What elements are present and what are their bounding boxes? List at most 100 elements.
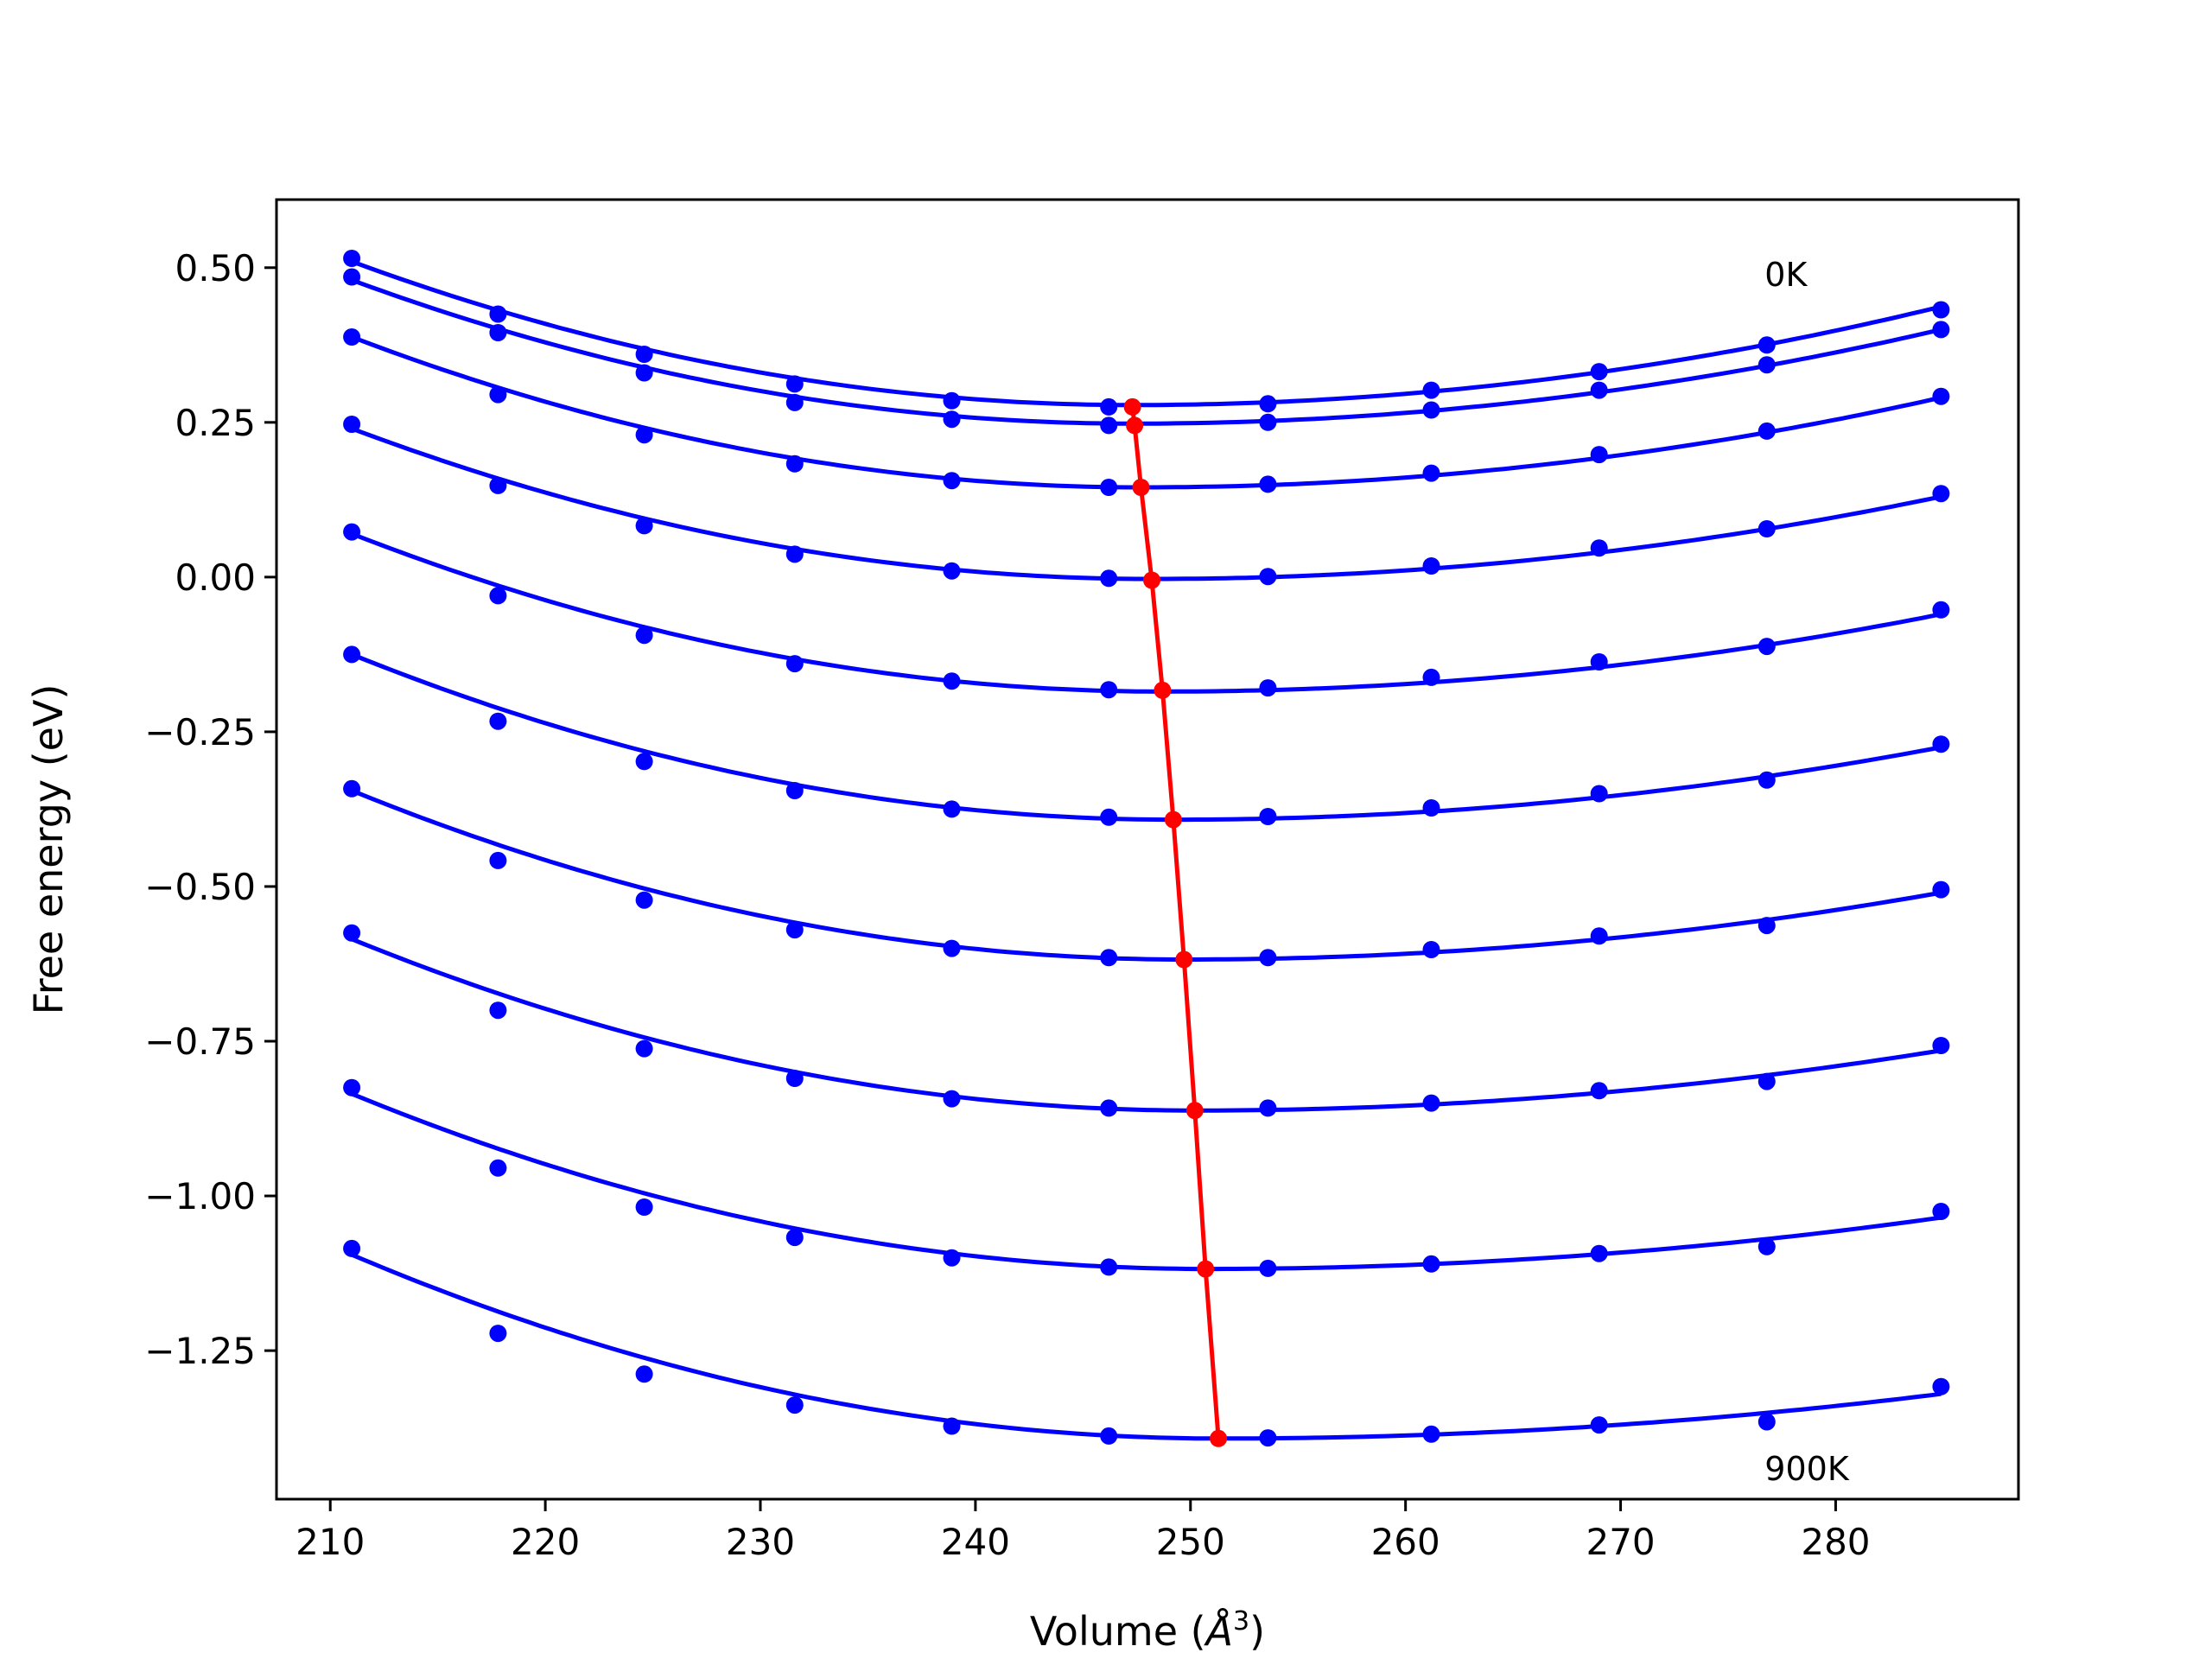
- data-point: [943, 672, 961, 690]
- data-point: [635, 346, 653, 363]
- data-point: [1422, 1425, 1440, 1443]
- data-point: [1758, 917, 1776, 935]
- data-point: [1758, 520, 1776, 537]
- data-point: [489, 1325, 507, 1343]
- data-point: [489, 305, 507, 323]
- data-point: [1259, 413, 1277, 431]
- data-point: [1422, 799, 1440, 817]
- data-point: [1932, 735, 1950, 753]
- data-point: [785, 454, 804, 473]
- data-point: [1932, 601, 1950, 619]
- data-point: [635, 626, 653, 645]
- data-point: [1590, 653, 1608, 671]
- y-tick-label: −0.50: [144, 866, 256, 908]
- data-point: [635, 517, 653, 535]
- data-point: [635, 426, 653, 444]
- data-point: [343, 779, 361, 798]
- x-axis-label: Volume (Å3): [1030, 1606, 1265, 1655]
- data-point: [1932, 301, 1950, 319]
- data-point: [489, 712, 507, 730]
- data-point: [1758, 356, 1776, 374]
- data-point: [1100, 1427, 1118, 1445]
- data-point: [1758, 422, 1776, 440]
- data-point: [1932, 1377, 1950, 1395]
- data-point: [489, 476, 507, 494]
- equilibrium-point: [1175, 950, 1193, 969]
- data-point: [489, 385, 507, 404]
- x-axis: 210 220 230 240 250 260 270 280: [296, 1499, 1871, 1563]
- data-point: [1758, 336, 1776, 354]
- data-point: [1932, 880, 1950, 899]
- data-point: [635, 1198, 653, 1216]
- equilibrium-point: [1164, 810, 1182, 829]
- data-point: [1100, 681, 1118, 699]
- equilibrium-point: [1126, 416, 1144, 435]
- data-point: [943, 800, 961, 818]
- data-point: [489, 851, 507, 869]
- data-point: [785, 375, 804, 393]
- data-point: [785, 545, 804, 563]
- equilibrium-point: [1185, 1102, 1204, 1120]
- data-point: [489, 324, 507, 341]
- data-point: [1590, 539, 1608, 557]
- y-tick-label: −0.25: [144, 711, 256, 753]
- y-tick-label: −0.75: [144, 1020, 256, 1063]
- data-point: [343, 523, 361, 541]
- data-point: [635, 1039, 653, 1058]
- data-point: [943, 939, 961, 957]
- fit-curve-9: [351, 1252, 1942, 1441]
- equilibrium-point: [1197, 1260, 1215, 1278]
- data-point: [1590, 1416, 1608, 1434]
- data-point: [785, 655, 804, 673]
- fit-curve-2: [351, 334, 1942, 490]
- data-points: [343, 250, 1950, 1447]
- data-point: [1590, 381, 1608, 399]
- data-point: [1422, 464, 1440, 482]
- data-point: [1590, 927, 1608, 945]
- data-point: [635, 1365, 653, 1383]
- data-point: [1100, 416, 1118, 435]
- data-point: [1259, 568, 1277, 586]
- y-tick-label: 0.50: [175, 247, 256, 289]
- x-tick-label: 250: [1156, 1521, 1225, 1563]
- data-point: [785, 393, 804, 411]
- data-point: [943, 391, 961, 410]
- equilibrium-line: [1130, 406, 1221, 1439]
- data-point: [1100, 569, 1118, 588]
- fit-curve-5: [351, 652, 1942, 823]
- data-point: [1259, 395, 1277, 413]
- data-point: [1100, 1099, 1118, 1117]
- data-point: [635, 753, 653, 771]
- data-point: [1758, 638, 1776, 656]
- x-tick-label: 270: [1586, 1521, 1655, 1563]
- data-point: [1259, 949, 1277, 967]
- data-point: [1259, 1099, 1277, 1117]
- data-point: [1932, 387, 1950, 405]
- fit-curve-3: [351, 426, 1942, 582]
- data-point: [1422, 557, 1440, 575]
- y-tick-label: 0.00: [175, 556, 256, 599]
- equilibrium-point: [1143, 571, 1160, 589]
- data-point: [943, 1249, 961, 1267]
- equilibrium-point: [1123, 397, 1141, 416]
- data-point: [943, 1090, 961, 1108]
- data-point: [1259, 475, 1277, 493]
- equilibrium-line-group: [1123, 397, 1228, 1447]
- data-point: [343, 328, 361, 346]
- data-point: [343, 645, 361, 664]
- equilibrium-point: [1210, 1429, 1228, 1447]
- data-point: [943, 410, 961, 429]
- data-point: [1100, 949, 1118, 967]
- data-point: [489, 1159, 507, 1177]
- data-point: [785, 921, 804, 939]
- equilibrium-point: [1132, 479, 1150, 496]
- data-point: [785, 1396, 804, 1414]
- data-point: [1590, 1082, 1608, 1100]
- x-tick-label: 280: [1801, 1521, 1870, 1563]
- data-point: [1422, 668, 1440, 686]
- data-point: [785, 782, 804, 799]
- data-point: [1422, 401, 1440, 419]
- data-point: [1590, 446, 1608, 464]
